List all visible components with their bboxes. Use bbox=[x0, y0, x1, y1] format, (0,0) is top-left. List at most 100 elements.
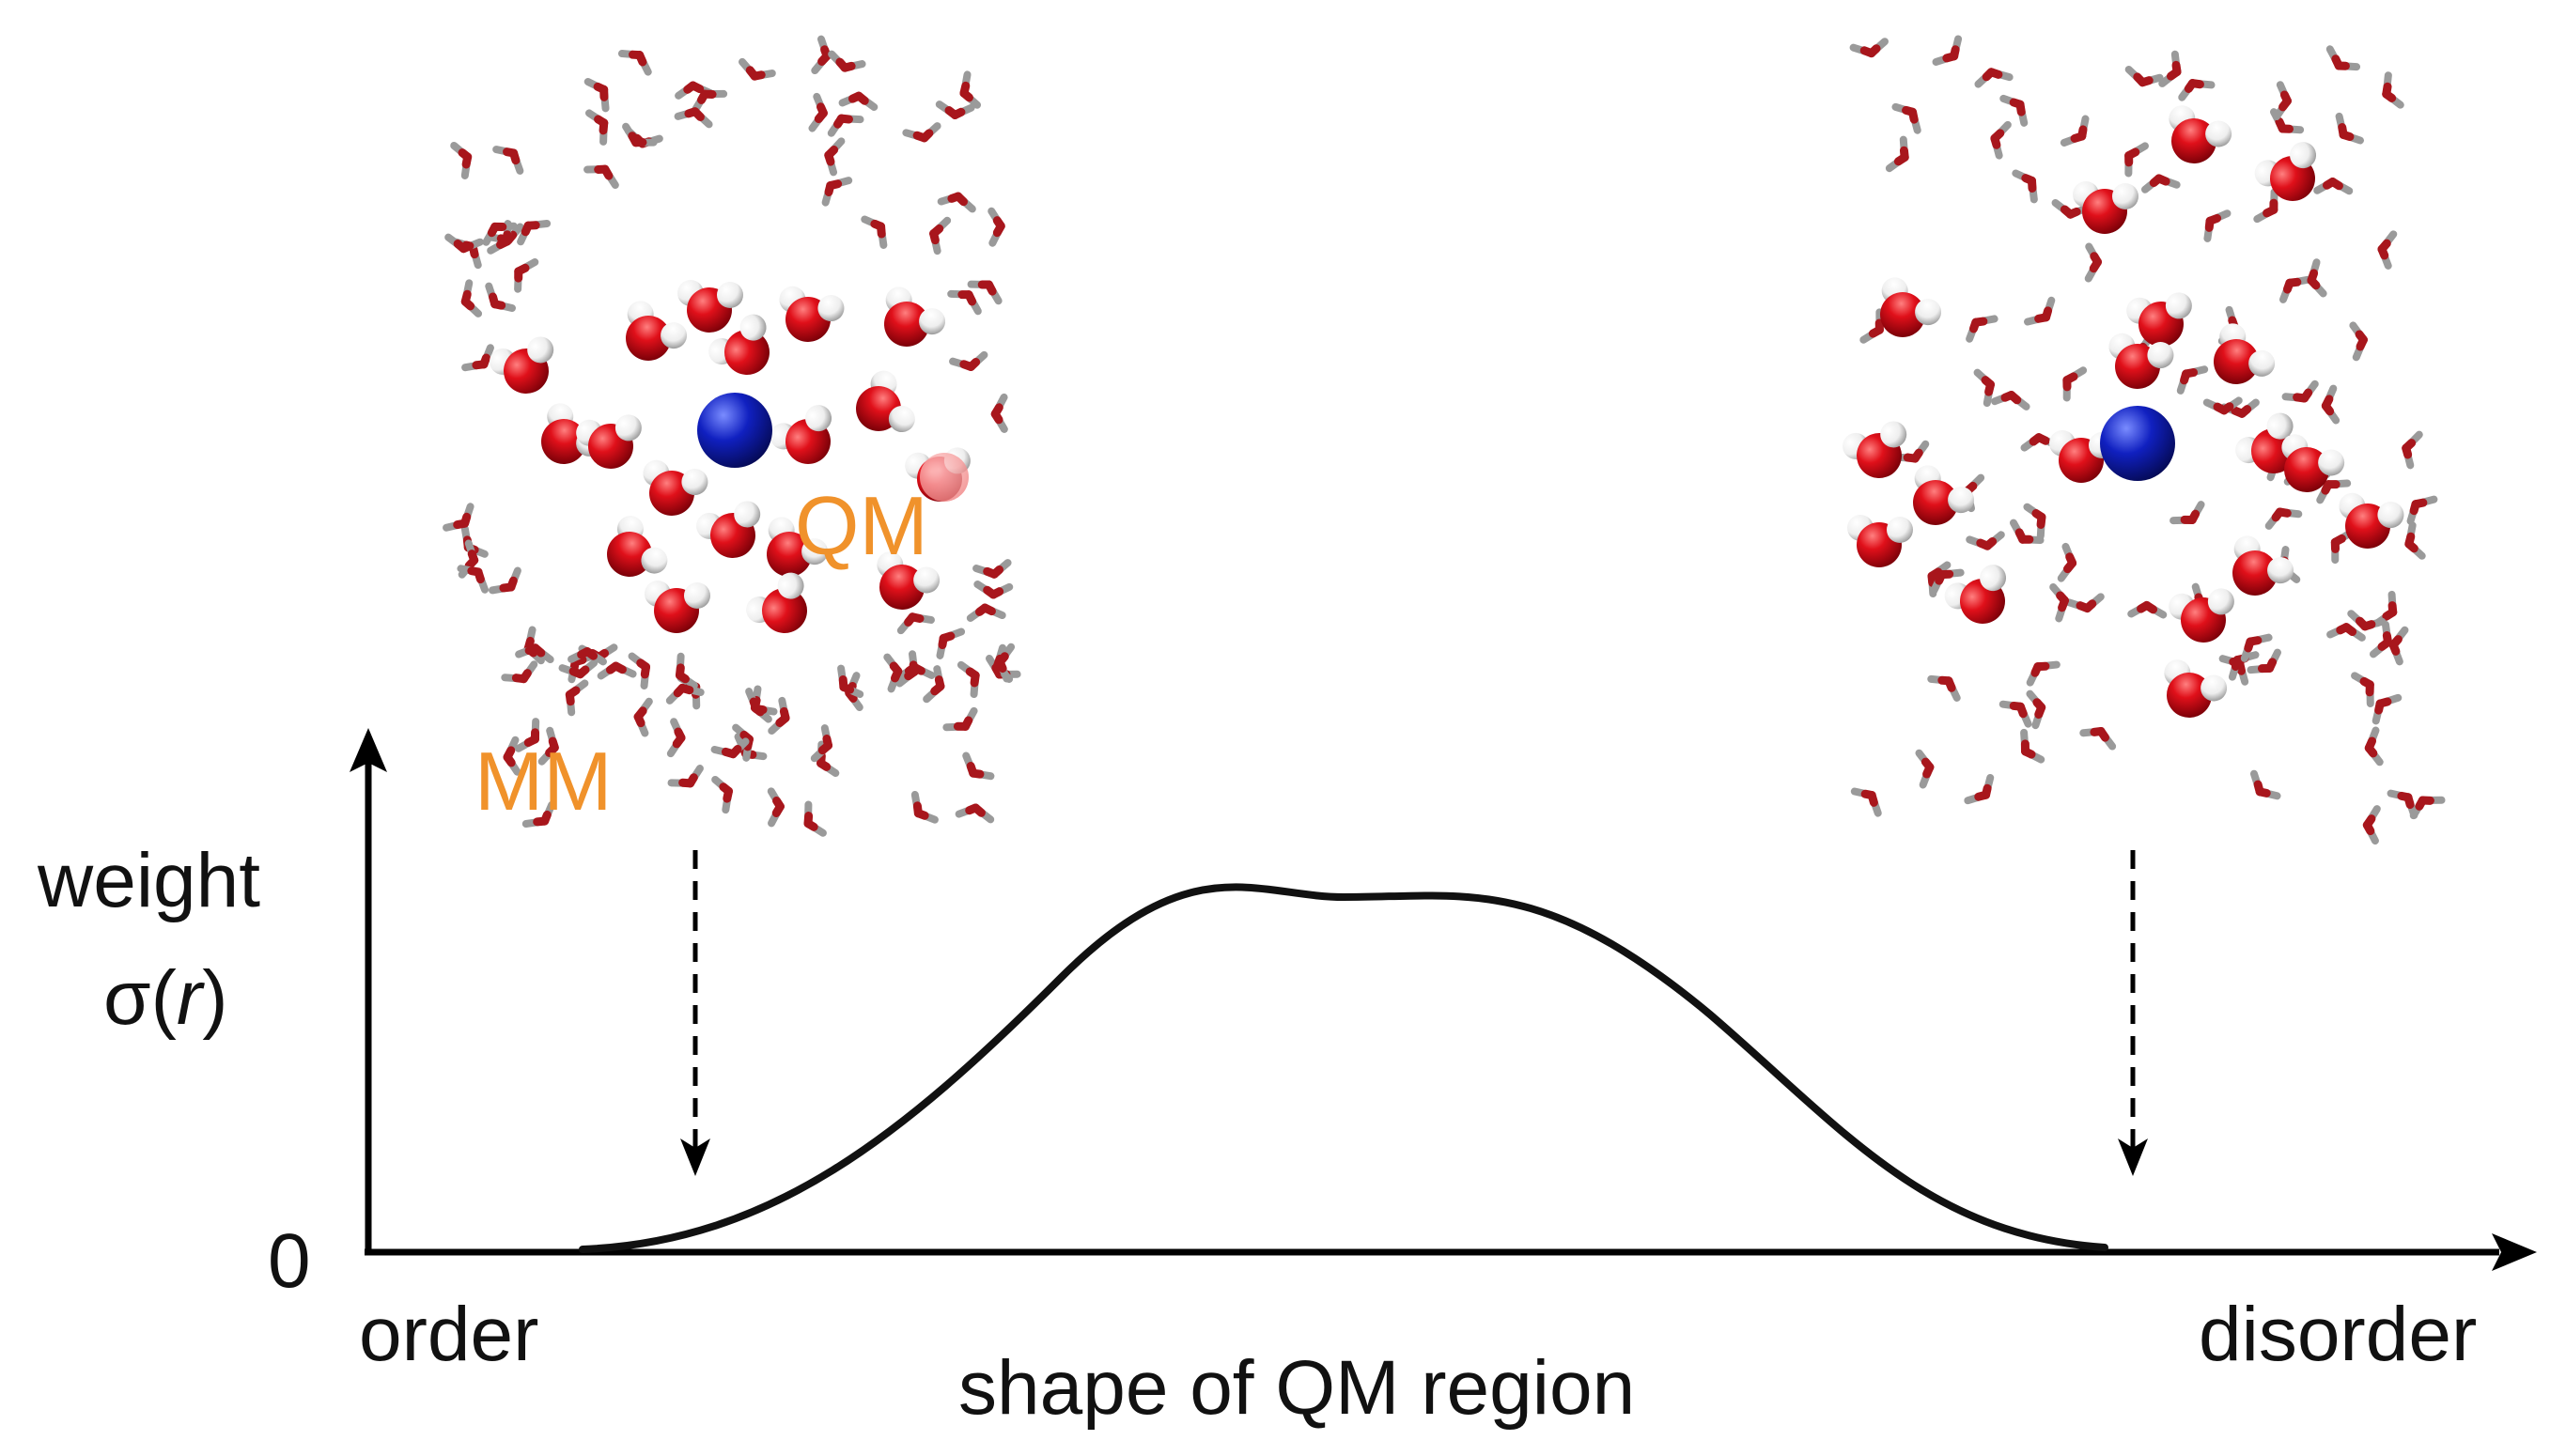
mm-water-molecule-icon bbox=[962, 751, 995, 781]
mm-water-molecule-icon bbox=[450, 141, 473, 179]
mm-water-molecule-icon bbox=[803, 800, 827, 837]
mm-water-molecule-icon bbox=[2012, 169, 2038, 204]
qm-water-molecule-icon bbox=[1880, 277, 1942, 337]
qm-water-molecule-icon bbox=[2214, 323, 2276, 384]
qm-region-label: QM bbox=[795, 479, 928, 572]
mm-water-molecule-icon bbox=[739, 57, 776, 81]
mm-water-molecule-icon bbox=[667, 765, 704, 788]
mm-water-molecule-icon bbox=[1885, 135, 1909, 173]
mm-water-molecule-icon bbox=[2249, 769, 2281, 800]
mm-water-molecule-icon bbox=[501, 660, 538, 684]
solute-ion-icon bbox=[2100, 406, 2175, 481]
qm-water-molecule-icon bbox=[2108, 333, 2174, 389]
mm-water-molecule-icon bbox=[2273, 81, 2292, 121]
sigma-suffix: ) bbox=[202, 955, 227, 1041]
mm-water-molecule-icon bbox=[2158, 50, 2182, 87]
mm-water-molecule-icon bbox=[995, 643, 1016, 683]
mm-water-molecule-icon bbox=[1966, 315, 1998, 343]
mm-water-molecule-icon bbox=[2247, 648, 2281, 674]
mm-water-molecule-icon bbox=[2377, 230, 2398, 270]
mm-region-label: MM bbox=[474, 735, 613, 828]
mm-water-molecule-icon bbox=[811, 35, 832, 75]
mm-water-molecule-icon bbox=[935, 101, 975, 119]
mm-water-molecule-icon bbox=[2281, 379, 2319, 403]
mm-water-molecule-icon bbox=[861, 215, 888, 249]
mm-water-molecule-icon bbox=[2369, 620, 2393, 658]
mm-water-molecule-icon bbox=[966, 603, 1006, 622]
qm-water-molecule-icon bbox=[677, 280, 743, 333]
qm-water-molecule-icon bbox=[877, 551, 941, 610]
mm-water-molecule-icon bbox=[622, 122, 658, 147]
mm-water-molecule-icon bbox=[485, 282, 516, 312]
mm-water-molecule-icon bbox=[482, 222, 518, 246]
mm-water-molecule-icon bbox=[942, 706, 978, 732]
ordered-solvation-cluster bbox=[443, 35, 1021, 837]
solute-ion-icon bbox=[697, 393, 772, 468]
mm-water-molecule-icon bbox=[1850, 787, 1882, 817]
mm-water-molecule-icon bbox=[745, 688, 778, 716]
mm-water-molecule-icon bbox=[583, 78, 610, 113]
mm-water-molecule-icon bbox=[2240, 633, 2273, 662]
mm-water-molecule-icon bbox=[1991, 391, 2030, 410]
disordered-solvation-cluster bbox=[1843, 35, 2446, 845]
mm-water-molecule-icon bbox=[2141, 174, 2181, 194]
mm-water-molecule-icon bbox=[1999, 94, 2029, 127]
mm-water-molecule-icon bbox=[810, 724, 833, 763]
mm-water-molecule-icon bbox=[2325, 45, 2361, 71]
mm-water-molecule-icon bbox=[902, 122, 941, 143]
qm-water-molecule-icon bbox=[1847, 515, 1913, 567]
mm-water-molecule-icon bbox=[1915, 749, 1935, 789]
qm-water-molecule-icon bbox=[1913, 465, 1975, 525]
x-axis-left-label: order bbox=[359, 1292, 538, 1377]
mm-water-molecule-icon bbox=[1859, 308, 1884, 344]
qm-water-molecule-icon bbox=[708, 314, 770, 375]
mm-water-molecule-icon bbox=[1974, 68, 2014, 88]
mm-water-molecule-icon bbox=[2316, 479, 2352, 504]
mm-water-molecule-icon bbox=[665, 683, 705, 705]
mm-water-molecule-icon bbox=[824, 137, 846, 177]
qm-water-molecule-icon bbox=[884, 287, 946, 347]
weight-curve bbox=[579, 883, 2108, 1253]
y-axis-label-sigma: σ(r) bbox=[103, 955, 228, 1041]
mm-water-molecule-icon bbox=[2347, 610, 2387, 631]
qm-water-molecule-icon bbox=[696, 501, 761, 558]
mm-water-molecule-icon bbox=[514, 718, 540, 752]
mm-water-molecule-icon bbox=[2020, 433, 2061, 452]
mm-water-molecule-icon bbox=[2351, 672, 2374, 707]
y-axis-arrowhead bbox=[350, 728, 387, 772]
qm-water-molecule-icon bbox=[2339, 492, 2404, 549]
mm-water-molecule-icon bbox=[711, 775, 734, 814]
mm-water-molecule-icon bbox=[967, 280, 1003, 305]
mm-water-molecule-icon bbox=[710, 737, 750, 759]
mm-water-molecule-icon bbox=[617, 50, 652, 76]
mm-water-molecule-icon bbox=[768, 696, 790, 736]
mm-water-molecule-icon bbox=[558, 658, 599, 679]
mm-water-molecule-icon bbox=[633, 697, 653, 737]
y-axis-origin-label: 0 bbox=[268, 1218, 311, 1304]
mm-water-molecule-icon bbox=[2060, 115, 2090, 147]
mm-water-molecule-icon bbox=[565, 679, 589, 717]
mm-water-molecule-icon bbox=[1891, 102, 1921, 134]
mm-water-molecule-icon bbox=[2330, 528, 2356, 565]
sigma-prefix: σ( bbox=[103, 955, 177, 1041]
qm-water-molecule-icon bbox=[1843, 421, 1907, 478]
disordered-dashed-down-arrow bbox=[2118, 850, 2148, 1176]
mm-water-molecule-icon bbox=[2364, 726, 2384, 767]
mm-water-molecule-icon bbox=[2176, 365, 2209, 395]
qm-water-molecule-icon bbox=[645, 581, 710, 633]
mm-water-molecule-icon bbox=[2264, 507, 2303, 530]
mm-water-molecule-icon bbox=[583, 164, 619, 189]
mm-water-molecule-icon bbox=[808, 92, 828, 132]
mm-water-molecule-icon bbox=[675, 652, 698, 689]
mm-water-molecule-icon bbox=[1973, 368, 1996, 408]
qm-water-molecule-icon bbox=[643, 459, 708, 516]
mm-water-molecule-icon bbox=[959, 70, 982, 109]
mm-water-molecule-icon bbox=[973, 581, 1014, 599]
mm-water-molecule-icon bbox=[827, 114, 864, 137]
mm-water-molecule-icon bbox=[515, 643, 554, 664]
mm-water-molecule-icon bbox=[692, 89, 728, 114]
mm-water-molecule-icon bbox=[837, 664, 864, 698]
qm-water-molecule-icon bbox=[2232, 535, 2294, 596]
qm-water-molecule-icon bbox=[1944, 565, 2007, 624]
